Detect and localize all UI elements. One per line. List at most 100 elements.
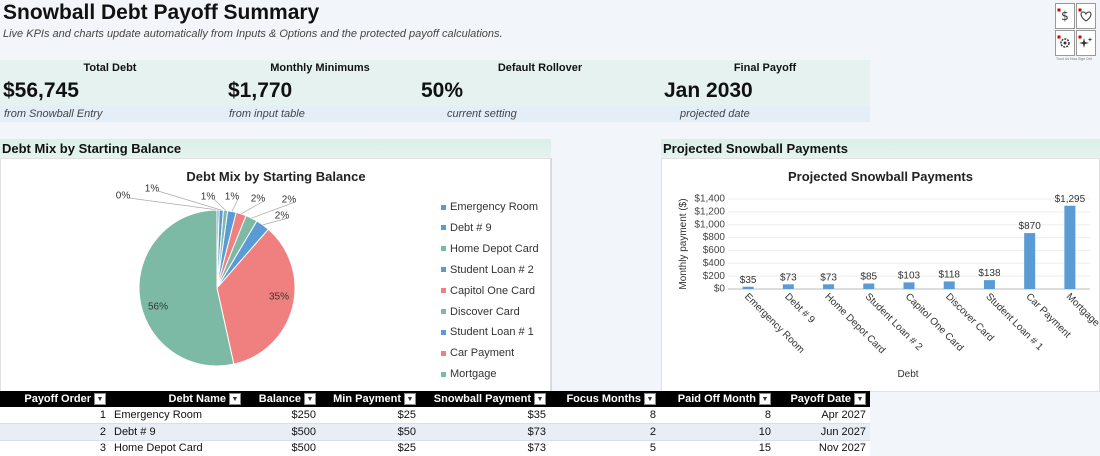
gear-card-icon[interactable]: [1055, 30, 1075, 56]
filter-dropdown-icon[interactable]: ▼: [534, 393, 546, 405]
pie-data-label: 1%: [201, 192, 216, 203]
kpi-sub: projected date: [680, 108, 750, 120]
table-cell[interactable]: 2: [0, 423, 110, 441]
x-axis-label: Debt: [897, 369, 918, 380]
legend-swatch: [441, 225, 446, 231]
bar-data-label: $118: [938, 269, 960, 280]
kpi-value: $1,770: [228, 79, 293, 102]
column-header[interactable]: Snowball Payment ▼: [420, 391, 550, 407]
table-cell[interactable]: 3: [0, 440, 110, 456]
filter-dropdown-icon[interactable]: ▼: [644, 393, 656, 405]
pie-chart: 0% 1% 1% 1% 2% 2% 2% 35% 56%: [116, 184, 296, 367]
dollar-card-icon[interactable]: $: [1055, 3, 1075, 29]
column-header-label: Focus Months: [566, 393, 641, 405]
table-cell[interactable]: 10: [660, 423, 775, 441]
legend-swatch: [441, 371, 446, 377]
column-header[interactable]: Paid Off Month ▼: [660, 391, 775, 407]
bar-chart-panel[interactable]: Projected Snowball Payments $0 $200 $400 $6…: [661, 158, 1100, 392]
filter-dropdown-icon[interactable]: ▼: [759, 393, 771, 405]
pie-leader-line: [213, 198, 226, 211]
pie-data-label: 2%: [275, 211, 290, 222]
legend-label: Student Loan # 2: [450, 263, 534, 276]
table-cell[interactable]: $25: [320, 407, 420, 424]
column-header-label: Payoff Date: [790, 393, 851, 405]
table-cell[interactable]: Jun 2027: [775, 423, 870, 441]
table-cell[interactable]: 1: [0, 407, 110, 424]
bar: [1024, 233, 1036, 289]
table-cell[interactable]: 2: [550, 423, 660, 441]
table-row: 2 Debt # 9 $500 $50 $73 2 10 Jun 2027: [0, 423, 870, 441]
pie-leader-line: [251, 201, 296, 219]
column-header[interactable]: Debt Name ▼: [110, 391, 245, 407]
column-header[interactable]: Min Payment ▼: [320, 391, 420, 407]
legend-swatch: [441, 204, 446, 210]
bar: [1064, 205, 1076, 289]
svg-text:$: $: [1061, 9, 1069, 23]
filter-dropdown-icon[interactable]: ▼: [854, 393, 866, 405]
table-cell[interactable]: $250: [245, 407, 320, 424]
legend-label: Capitol One Card: [450, 284, 535, 297]
sparkle-card-icon[interactable]: [1076, 30, 1096, 56]
filter-dropdown-icon[interactable]: ▼: [94, 393, 106, 405]
legend-label: Discover Card: [450, 305, 520, 318]
pie-data-label: 56%: [148, 302, 168, 313]
legend-item: Debt # 9: [441, 222, 492, 234]
y-tick-label: $1,000: [694, 219, 725, 230]
legend-label: Debt # 9: [450, 221, 492, 234]
kpi-band: [0, 60, 870, 122]
kpi-value: 50%: [421, 79, 464, 102]
table-header-row: Payoff Order ▼ Debt Name ▼ Balance ▼ Min Payme…: [0, 391, 870, 407]
table-cell[interactable]: 8: [660, 407, 775, 424]
y-tick-label: $600: [703, 245, 726, 256]
column-header[interactable]: Payoff Order ▼: [0, 391, 110, 407]
bar-chart-title: Projected Snowball Payments: [788, 169, 973, 184]
kpi-label: Default Rollover: [497, 62, 583, 74]
filter-dropdown-icon[interactable]: ▼: [229, 393, 241, 405]
bar: [903, 282, 915, 289]
kpi-sub: current setting: [447, 108, 517, 120]
bar-chart: $0$200$400$600$800$1,000$1,200$1,400$35E…: [678, 194, 1100, 380]
y-tick-label: $0: [714, 284, 726, 295]
table-cell[interactable]: Nov 2027: [775, 440, 870, 456]
table-cell[interactable]: $25: [320, 440, 420, 456]
table-cell[interactable]: $35: [420, 407, 550, 424]
heart-card-icon[interactable]: [1076, 3, 1096, 29]
bar-data-label: $73: [820, 272, 837, 283]
legend-label: Student Loan # 1: [450, 326, 534, 339]
legend-swatch: [441, 288, 446, 294]
kpi-label: Final Payoff: [733, 62, 797, 74]
table-cell[interactable]: $50: [320, 423, 420, 441]
pie-data-label: 1%: [225, 192, 240, 203]
column-header-label: Payoff Order: [24, 393, 91, 405]
kpi-value: Jan 2030: [664, 79, 753, 102]
legend-label: Mortgage: [450, 368, 497, 381]
bar-data-label: $73: [780, 272, 797, 283]
table-cell[interactable]: Home Depot Card: [110, 440, 245, 456]
y-tick-label: $1,200: [694, 206, 725, 217]
table-cell[interactable]: 8: [550, 407, 660, 424]
pie-data-label: 1%: [145, 184, 160, 195]
made-by-caption: Trust Us Now Sign Cell: [1056, 57, 1093, 61]
bar-data-label: $103: [898, 270, 921, 281]
table-cell[interactable]: 15: [660, 440, 775, 456]
table-cell[interactable]: Debt # 9: [110, 423, 245, 441]
legend-item: Student Loan # 1: [441, 326, 534, 338]
filter-dropdown-icon[interactable]: ▼: [304, 393, 316, 405]
column-header[interactable]: Focus Months ▼: [550, 391, 660, 407]
pie-chart-panel[interactable]: Debt Mix by Starting Balance 0% 1% 1% 1% 2% 2…: [0, 158, 551, 392]
table-cell[interactable]: Emergency Room: [110, 407, 245, 424]
column-header[interactable]: Payoff Date ▼: [775, 391, 870, 407]
table-cell[interactable]: 5: [550, 440, 660, 456]
column-header[interactable]: Balance ▼: [245, 391, 320, 407]
pie-leader-line: [128, 197, 219, 211]
table-cell[interactable]: $73: [420, 440, 550, 456]
table-row: 3 Home Depot Card $500 $25 $73 5 15 Nov 2027: [0, 440, 870, 456]
table-cell[interactable]: $73: [420, 423, 550, 441]
table-cell[interactable]: $500: [245, 423, 320, 441]
table-row: 1 Emergency Room $250 $25 $35 8 8 Apr 2027: [0, 407, 870, 424]
table-cell[interactable]: Apr 2027: [775, 407, 870, 424]
table-cell[interactable]: $500: [245, 440, 320, 456]
section-title-debt-mix: Debt Mix by Starting Balance: [0, 139, 551, 158]
filter-dropdown-icon[interactable]: ▼: [404, 393, 416, 405]
legend-item: Emergency Room: [441, 201, 538, 213]
